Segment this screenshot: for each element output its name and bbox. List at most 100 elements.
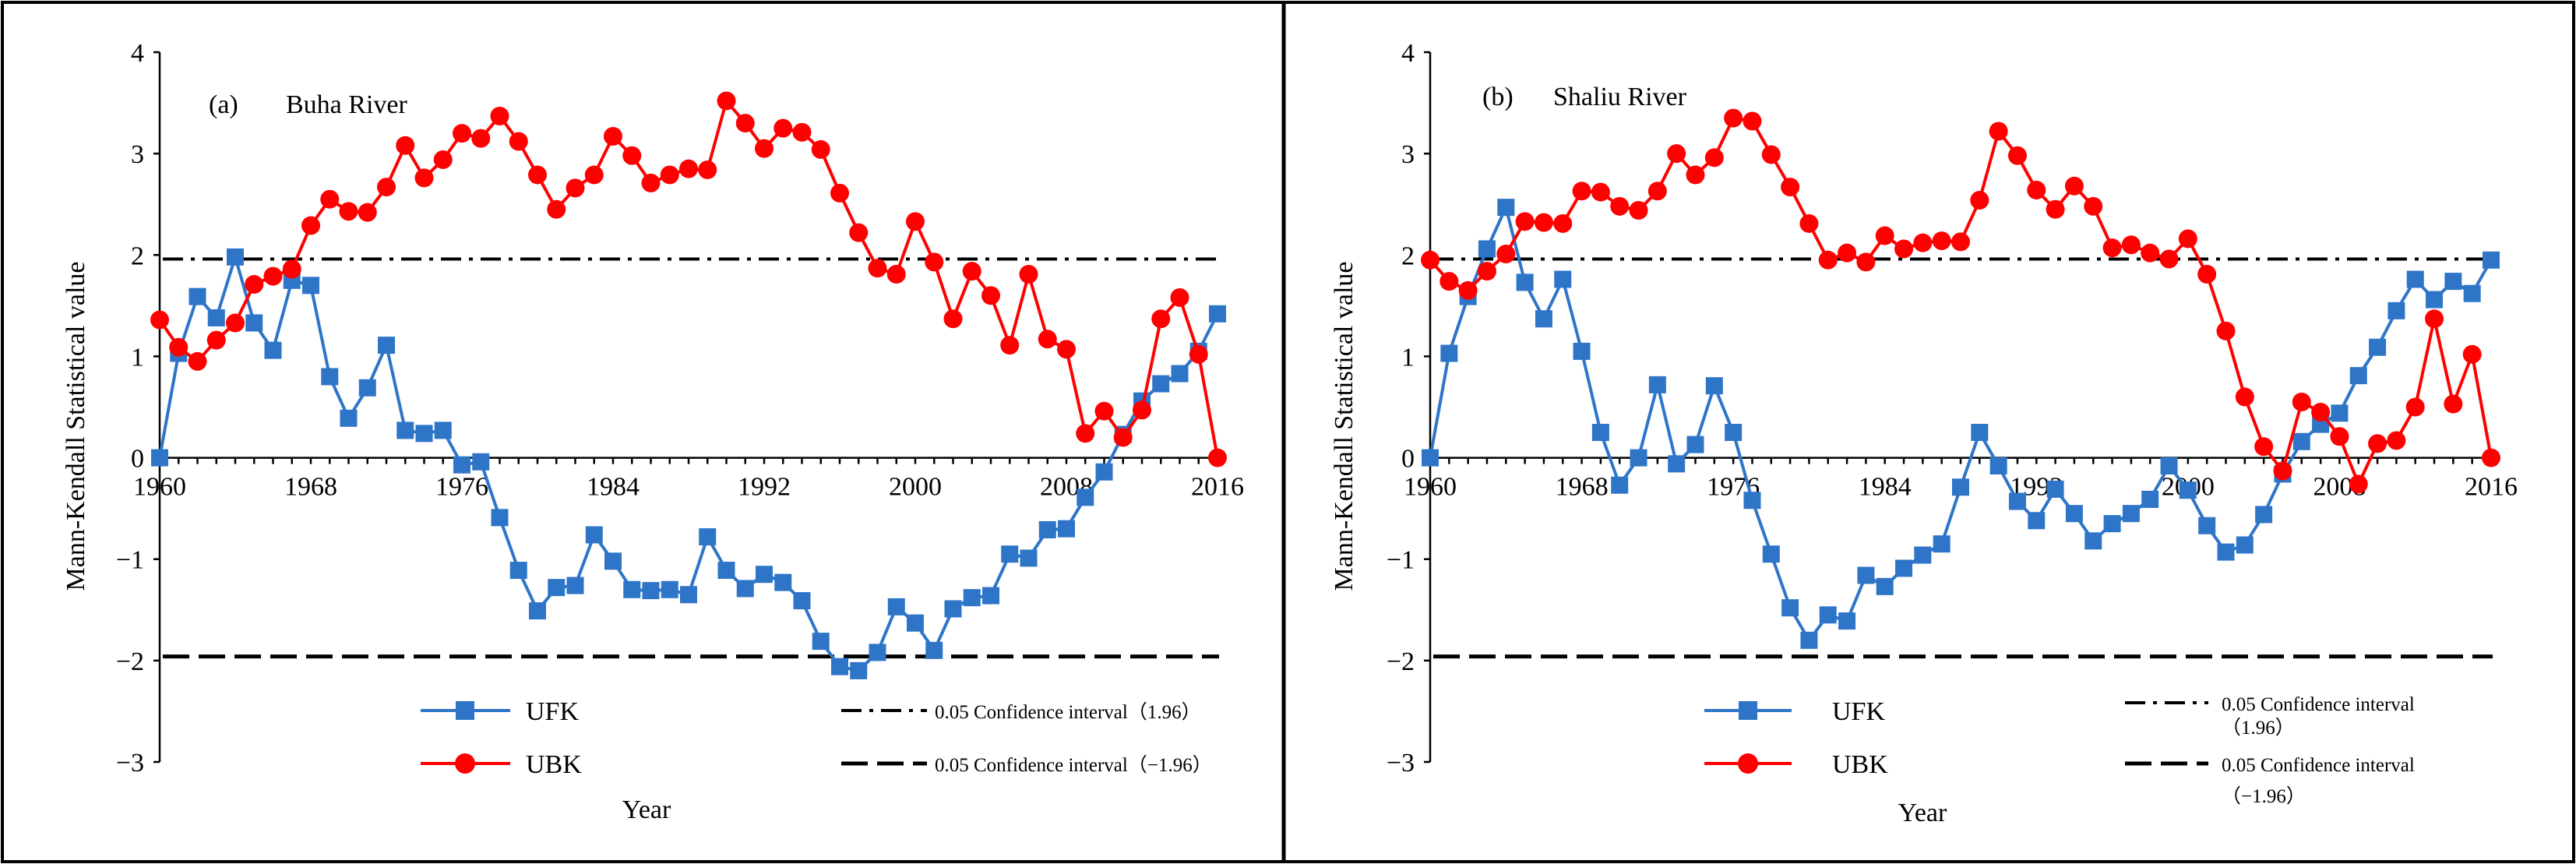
ufk-point (2084, 532, 2102, 550)
panel-title: Shaliu River (1553, 83, 1687, 111)
ubk-point (868, 259, 887, 278)
ufk-point (189, 287, 206, 305)
ufk-point (2444, 273, 2462, 291)
ufk-point (2331, 404, 2349, 422)
x-tick-label: 1976 (435, 473, 488, 502)
ufk-point (1971, 424, 1989, 442)
ufk-point (2179, 481, 2197, 499)
ufk-point (472, 453, 490, 471)
ufk-point (434, 421, 452, 439)
ufk-point (2160, 457, 2178, 474)
ufk-point (1668, 455, 1686, 473)
panel-label: (b) (1482, 83, 1514, 111)
ufk-point (944, 600, 962, 618)
y-tick-label: 0 (1401, 445, 1415, 474)
ufk-point (1876, 577, 1894, 595)
ubk-point (1496, 244, 1516, 263)
ubk-point (735, 114, 755, 133)
ufk-point (1857, 566, 1875, 584)
panel-label: (a) (209, 90, 238, 119)
ubk-point (1913, 233, 1933, 252)
ufk-point (736, 580, 754, 598)
ubk-point (1208, 448, 1227, 467)
ufk-point (642, 582, 660, 600)
ufk-point (1038, 520, 1056, 538)
ubk-point (1477, 262, 1496, 281)
x-tick-label: 2016 (2465, 473, 2518, 502)
ubk-point (150, 310, 169, 330)
ufk-point (1478, 240, 1496, 258)
ufk-point (2103, 515, 2121, 533)
ubk-point (2330, 427, 2349, 446)
x-tick-label: 1960 (1404, 473, 1457, 502)
ubk-point (2444, 394, 2463, 414)
ufk-point (2426, 291, 2444, 309)
y-tick-label: 2 (1401, 242, 1415, 270)
panel-title: Buha River (286, 90, 407, 119)
ufk-point (774, 573, 792, 591)
ufk-point (2463, 284, 2481, 302)
ubk-point (566, 178, 585, 198)
ufk-point (869, 644, 886, 661)
ubk-point (1038, 330, 1057, 349)
ubk-point (1875, 226, 1894, 245)
ubk-point (1094, 401, 1114, 421)
ubk-point (1553, 213, 1573, 233)
ubk-point (547, 199, 566, 219)
x-tick-label: 2000 (889, 473, 942, 502)
ubk-point (2102, 238, 2122, 258)
x-tick-label: 1960 (133, 473, 186, 502)
ufk-point (264, 341, 282, 359)
ubk-point (1113, 428, 1133, 447)
ubk-point (226, 313, 245, 333)
ufk-point (1535, 310, 1552, 328)
ufk-point (245, 314, 263, 332)
ufk-point (963, 589, 981, 607)
legend-ci-lower-label-line2: （−1.96） (2222, 785, 2306, 807)
ubk-point (2254, 437, 2274, 457)
ufk-point (2028, 512, 2046, 530)
ubk-point (2007, 146, 2027, 165)
ubk-point (1781, 178, 1800, 197)
ubk-point (1761, 145, 1781, 164)
ubk-point (282, 259, 301, 279)
ubk-point (886, 265, 906, 284)
ubk-point (1629, 201, 1648, 220)
ufk-point (1686, 436, 1704, 453)
ubk-point (1610, 196, 1630, 216)
ubk-point (377, 178, 396, 197)
ufk-point (1422, 449, 1439, 467)
ufk-point (1554, 270, 1572, 288)
legend-ci-upper-label: 0.05 Confidence interval（1.96） (935, 701, 1201, 723)
ubk-point (2482, 448, 2500, 467)
ufk-point (2292, 432, 2310, 450)
ufk-point (2046, 480, 2064, 498)
y-tick-label: 1 (131, 343, 144, 372)
ubk-point (1421, 250, 1440, 270)
ufk-point (227, 248, 244, 266)
legend: UFK UBK 0.05 Confidence interval（1.96） 0… (421, 697, 1212, 779)
ubk-point (1932, 231, 1951, 251)
ufk-point (623, 580, 641, 598)
ufk-point (1895, 559, 1913, 577)
ubk-point (962, 262, 981, 281)
ubk-point (509, 132, 528, 151)
ufk-point (1630, 449, 1647, 467)
ufk-point (680, 586, 697, 604)
ufk-point (831, 658, 848, 675)
ubk-point (2425, 309, 2444, 329)
ubk-point (1894, 239, 1914, 259)
ubk-point (528, 165, 547, 185)
ubk-point (206, 330, 226, 350)
ubk-point (2046, 199, 2065, 219)
ufk-point (1914, 546, 1932, 564)
ufk-point (1762, 545, 1780, 563)
ufk-point (1440, 344, 1458, 362)
ufk-point (2122, 505, 2140, 523)
ubk-point (717, 91, 736, 111)
series-line-ufk (1429, 206, 2493, 642)
ubk-point (339, 202, 358, 221)
ubk-point (263, 266, 283, 286)
